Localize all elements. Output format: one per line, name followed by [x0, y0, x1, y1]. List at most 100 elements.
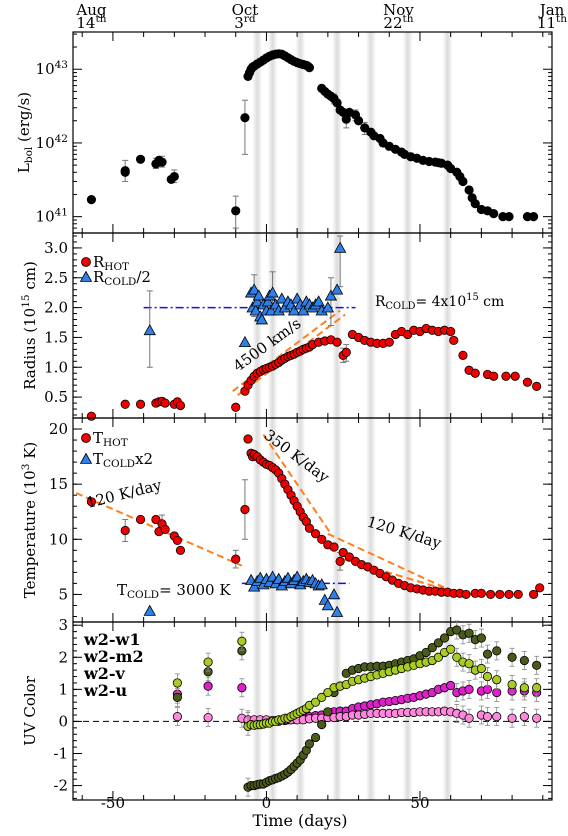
- gray-band: [300, 32, 302, 800]
- r-cold-triangle: [264, 304, 278, 316]
- lum-point: [353, 116, 364, 126]
- r-cold-triangle: [251, 295, 264, 307]
- x-axis-label: Time (days): [252, 811, 347, 830]
- t-hot-point: [175, 545, 186, 555]
- uv-point-w2-u: [203, 657, 213, 667]
- r-cold-triangle: [261, 295, 275, 307]
- legend-r-cold: RCOLD/2: [93, 268, 151, 288]
- y-tick-label: 10: [49, 530, 68, 548]
- gray-band: [298, 32, 300, 800]
- t-hot-point: [476, 588, 486, 598]
- gray-band: [444, 32, 446, 800]
- lum-point: [169, 171, 179, 182]
- uv-point-w2-v: [452, 625, 462, 635]
- r-hot-point: [231, 402, 241, 412]
- gray-band: [338, 32, 340, 800]
- legend-r-hot: RHOT: [93, 253, 129, 273]
- lum-point: [86, 195, 97, 205]
- uv-point-w2-v: [519, 655, 529, 666]
- uv-point-w2-w1: [464, 684, 474, 694]
- y-tick-label: 0: [58, 712, 68, 730]
- lum-point: [470, 199, 480, 209]
- uv-point-w2-u: [310, 697, 321, 707]
- y-tick-label: 2: [58, 648, 68, 666]
- uv-point-w2-w1: [446, 680, 456, 691]
- gray-band: [274, 32, 276, 800]
- uv-point-w2-v: [439, 633, 450, 643]
- uv-point-w2-v: [492, 646, 502, 656]
- gray-band: [295, 32, 297, 800]
- uv-point-w2-v: [310, 732, 321, 743]
- gray-band: [335, 32, 337, 800]
- t-cold-triangle: [330, 605, 344, 617]
- r-cold-triangle: [330, 283, 344, 295]
- t-hot-point: [344, 552, 354, 562]
- r-hot-point: [120, 399, 130, 409]
- r-cold-triangle: [238, 335, 252, 348]
- y-tick-label: 15: [49, 475, 68, 493]
- gray-band: [333, 32, 335, 800]
- gray-band: [403, 32, 405, 800]
- y-tick-label: 1: [58, 680, 68, 698]
- uv-point-w2-u: [519, 683, 529, 693]
- gray-band: [368, 32, 370, 800]
- uv-point-w2-u: [446, 644, 456, 654]
- uv-point-w2-u: [492, 675, 502, 685]
- legend-marker-t-hot: [81, 433, 91, 443]
- r-cold-triangle: [275, 292, 288, 304]
- lum-point: [489, 208, 499, 219]
- t-hot-point: [120, 525, 130, 536]
- uv-point-w2-v: [427, 643, 437, 653]
- rate-label-left: 120 K/day: [85, 476, 164, 512]
- uv-point-w2-w1: [492, 687, 502, 698]
- lum-point: [304, 63, 315, 73]
- gray-band: [411, 32, 413, 800]
- r-cold-triangle: [255, 313, 269, 325]
- y-tick-label: 20: [49, 420, 68, 438]
- r-hot-point: [332, 337, 342, 347]
- gray-band: [256, 32, 258, 800]
- gray-band: [302, 32, 304, 800]
- r-cold-triangle: [321, 301, 335, 313]
- legend-w2-m2: w2-m2: [83, 647, 144, 666]
- lum-point: [458, 176, 468, 187]
- gray-band: [255, 32, 257, 800]
- t-cold-triangle: [327, 588, 341, 600]
- gray-band: [253, 32, 255, 800]
- uv-point-w2-u: [433, 652, 443, 662]
- gray-band: [404, 32, 406, 800]
- uv-point-w2-u: [482, 671, 493, 682]
- temperature-ylabel: Temperature (103 K): [20, 442, 39, 599]
- r-cold-triangle: [333, 241, 347, 253]
- t-cold-annotation: TCOLD= 3000 K: [117, 581, 231, 601]
- gray-band: [367, 32, 369, 800]
- uv-point-w2-v: [433, 638, 443, 648]
- gray-band: [268, 32, 270, 800]
- r-hot-point: [135, 399, 146, 409]
- gray-band: [373, 32, 375, 800]
- uv-point-w2-u: [323, 687, 333, 698]
- r-hot-point: [175, 400, 186, 411]
- uv-point-w2-u: [476, 663, 486, 674]
- t-hot-point: [338, 547, 348, 558]
- y-tick-label: 2.5: [44, 269, 68, 287]
- top-day-label: 14th: [76, 13, 106, 32]
- uv-point-w2-w1: [237, 683, 247, 693]
- gray-band: [337, 32, 339, 800]
- uv-point-w2-m2: [464, 713, 474, 723]
- lum-point: [157, 157, 167, 167]
- gray-band: [405, 32, 407, 800]
- r-cold-triangle: [247, 283, 261, 295]
- uv-point-w2-m2: [507, 713, 517, 723]
- y-tick-label: 5: [58, 585, 68, 603]
- x-tick-label: 0: [262, 794, 272, 812]
- lum-point: [231, 206, 241, 216]
- uv-point-w2-u: [237, 636, 247, 646]
- y-tick-label: 1043: [36, 59, 68, 78]
- uv-point-w2-v: [507, 652, 517, 662]
- gray-band: [271, 32, 273, 800]
- t-hot-point: [485, 589, 496, 600]
- r-hot-point: [86, 411, 97, 421]
- panel-frame: [72, 621, 553, 801]
